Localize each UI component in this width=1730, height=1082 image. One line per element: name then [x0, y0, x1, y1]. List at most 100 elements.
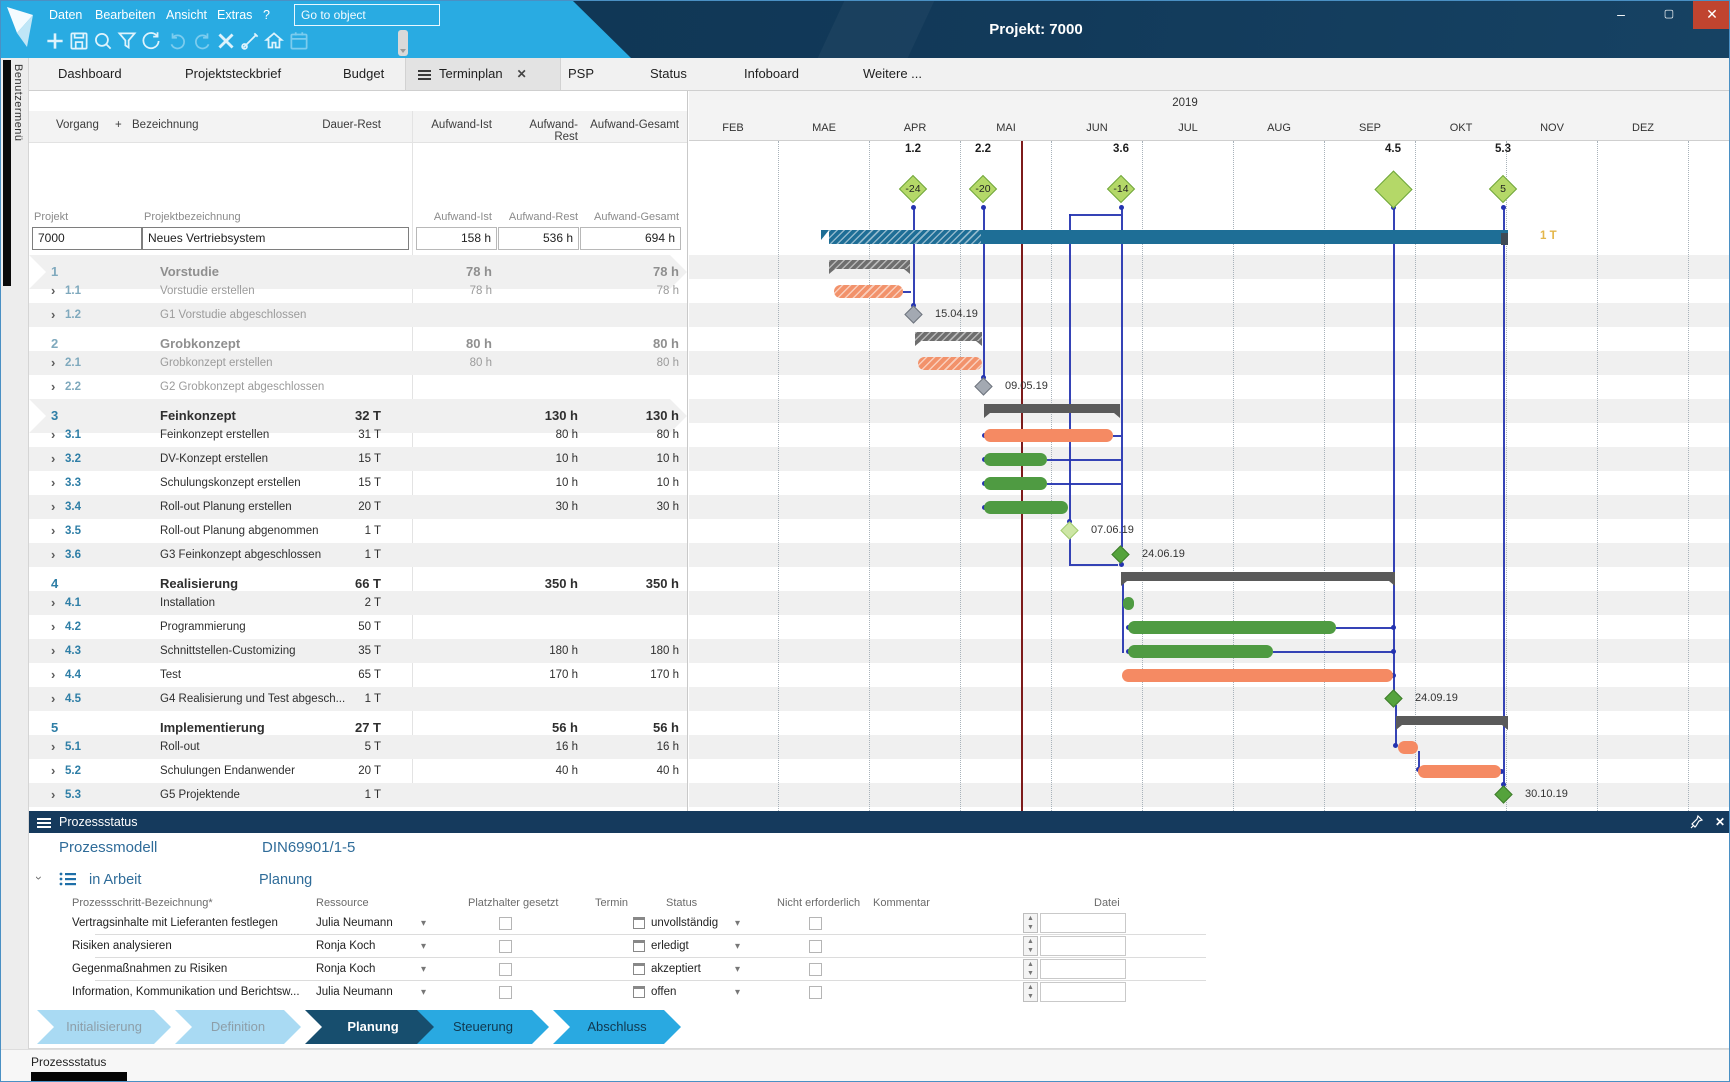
delete-icon[interactable] [214, 29, 238, 53]
col-aufwand-rest[interactable]: Aufwand-Rest [529, 119, 578, 143]
phase-summary-bar[interactable] [1396, 716, 1508, 730]
not-required-checkbox[interactable] [809, 917, 822, 930]
phase-definition[interactable]: Definition [175, 1010, 301, 1044]
project-id-cell[interactable]: 7000 [32, 227, 142, 250]
maximize-button[interactable]: ▢ [1663, 8, 1675, 20]
table-row[interactable]: › 2 Grobkonzept 80 h 80 h [29, 327, 687, 361]
task-bar[interactable] [918, 356, 982, 370]
table-row[interactable]: › 1 Vorstudie 78 h 78 h [29, 255, 687, 289]
table-row[interactable]: › 3.4 Roll-out Planung erstellen 20 T 30 h 30… [29, 495, 687, 519]
expand-icon[interactable]: › [51, 763, 56, 778]
task-bar[interactable] [1122, 668, 1393, 682]
tab-weitere[interactable]: Weitere ... [863, 66, 923, 81]
file-spinner[interactable]: ▲ ▼ [1023, 982, 1038, 1002]
task-bar[interactable] [984, 476, 1047, 490]
refresh-icon[interactable] [139, 29, 163, 53]
tab-status[interactable]: Status [650, 66, 687, 81]
calendar-icon[interactable] [633, 963, 645, 975]
table-row[interactable]: › 3.3 Schulungskonzept erstellen 15 T 10 h 10… [29, 471, 687, 495]
table-row[interactable]: › 4.5 G4 Realisierung und Test abgesch... 1… [29, 687, 687, 711]
file-spinner[interactable]: ▲ ▼ [1023, 913, 1038, 933]
table-row[interactable]: › 1.2 G1 Vorstudie abgeschlossen [29, 303, 687, 327]
table-row[interactable]: › 4.4 Test 65 T 170 h 170 h [29, 663, 687, 687]
phase-planung[interactable]: Planung [305, 1010, 441, 1044]
calendar-icon[interactable] [633, 986, 645, 998]
table-row[interactable]: › 4 Realisierung 66 T 350 h 350 h [29, 567, 687, 601]
task-bar[interactable] [984, 428, 1113, 442]
not-required-checkbox[interactable] [809, 940, 822, 953]
task-bar[interactable] [1128, 644, 1273, 658]
user-menu-sidebar[interactable]: Benutzermenü [1, 58, 29, 1051]
phase-summary-bar[interactable] [829, 260, 910, 274]
table-row[interactable]: › 5.2 Schulungen Endanwender 20 T 40 h 40 h [29, 759, 687, 783]
expand-icon[interactable]: › [51, 307, 56, 322]
expand-icon[interactable]: › [51, 595, 56, 610]
menu-item-daten[interactable]: Daten [49, 8, 83, 22]
tab-terminplan[interactable]: Terminplan ✕ [405, 58, 561, 90]
table-row[interactable]: › 3.2 DV-Konzept erstellen 15 T 10 h 10 h [29, 447, 687, 471]
minimize-button[interactable]: – [1617, 6, 1625, 22]
home-icon[interactable] [262, 29, 286, 53]
task-bar[interactable] [1123, 596, 1134, 610]
sidebar-handle[interactable] [3, 60, 11, 286]
task-bar[interactable] [1398, 740, 1418, 754]
task-bar[interactable] [984, 452, 1047, 466]
add-icon[interactable] [43, 29, 67, 53]
placeholder-checkbox[interactable] [499, 917, 512, 930]
top-milestone-diamond[interactable]: -24 [898, 174, 928, 204]
expand-icon[interactable]: › [51, 379, 56, 394]
tab-close-icon[interactable]: ✕ [516, 67, 527, 81]
phase-summary-bar[interactable] [984, 404, 1120, 418]
table-row[interactable]: › 4.1 Installation 2 T [29, 591, 687, 615]
expand-icon[interactable]: › [51, 547, 56, 562]
menu-item-ansicht[interactable]: Ansicht [166, 8, 207, 22]
table-row[interactable]: › 3.5 Roll-out Planung abgenommen 1 T [29, 519, 687, 543]
search-icon[interactable] [91, 29, 115, 53]
expand-icon[interactable]: › [51, 787, 56, 802]
close-button[interactable]: ✕ [1693, 1, 1729, 29]
panel-close-icon[interactable]: ✕ [1714, 815, 1725, 829]
tab-infoboard[interactable]: Infoboard [744, 66, 799, 81]
resource-dropdown-icon[interactable]: ▾ [421, 987, 427, 998]
calendar-icon[interactable] [633, 917, 645, 929]
toolbar-overflow-scrollbar[interactable] [398, 30, 408, 56]
expand-icon[interactable]: › [51, 643, 56, 658]
milestone-diamond[interactable] [1059, 520, 1079, 540]
expand-icon[interactable]: › [51, 739, 56, 754]
project-name-cell[interactable]: Neues Vertriebsystem [142, 227, 409, 250]
file-field[interactable] [1040, 982, 1126, 1002]
top-milestone-diamond[interactable]: -20 [968, 174, 998, 204]
tools-icon[interactable] [238, 29, 262, 53]
not-required-checkbox[interactable] [809, 963, 822, 976]
top-milestone-diamond[interactable] [1373, 169, 1413, 209]
filter-icon[interactable] [115, 29, 139, 53]
process-row[interactable]: Information, Kommunikation und Berichtsw… [29, 981, 1729, 1004]
milestone-diamond[interactable] [973, 376, 993, 396]
col-dauer-rest[interactable]: Dauer-Rest [322, 119, 381, 131]
col-aufwand-ist[interactable]: Aufwand-Ist [431, 119, 492, 131]
table-row[interactable]: › 3.6 G3 Feinkonzept abgeschlossen 1 T [29, 543, 687, 567]
project-ist-cell[interactable]: 158 h [416, 227, 497, 250]
expand-icon[interactable]: › [51, 451, 56, 466]
add-column-button[interactable]: + [115, 119, 122, 131]
phase-steuerung[interactable]: Steuerung [417, 1010, 549, 1044]
placeholder-checkbox[interactable] [499, 963, 512, 976]
phase-initialisierung[interactable]: Initialisierung [37, 1010, 171, 1044]
expand-icon[interactable]: › [51, 475, 56, 490]
status-dropdown-icon[interactable]: ▾ [735, 964, 741, 975]
resource-dropdown-icon[interactable]: ▾ [421, 918, 427, 929]
file-field[interactable] [1040, 913, 1126, 933]
top-milestone-diamond[interactable]: 5 [1488, 174, 1518, 204]
table-row[interactable]: › 5.1 Roll-out 5 T 16 h 16 h [29, 735, 687, 759]
task-bar[interactable] [834, 284, 903, 298]
table-row[interactable]: › 3 Feinkonzept 32 T 130 h 130 h [29, 399, 687, 433]
goto-object-input[interactable] [294, 4, 440, 26]
process-row[interactable]: Gegenmaßnahmen zu Risiken Ronja Koch ▾ akze… [29, 958, 1729, 981]
expand-icon[interactable]: › [51, 523, 56, 538]
calendar-icon[interactable] [633, 940, 645, 952]
process-row[interactable]: Vertragsinhalte mit Lieferanten festlege… [29, 912, 1729, 935]
file-field[interactable] [1040, 936, 1126, 956]
status-dropdown-icon[interactable]: ▾ [735, 987, 741, 998]
expand-icon[interactable]: › [51, 619, 56, 634]
file-field[interactable] [1040, 959, 1126, 979]
